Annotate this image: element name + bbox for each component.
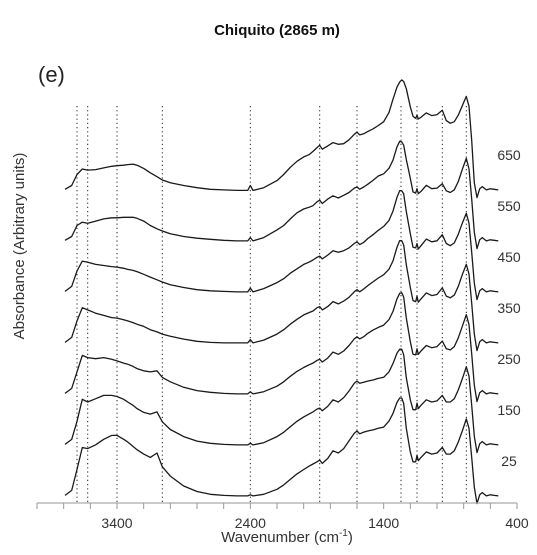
series-label-550: 550 <box>497 198 521 214</box>
spectrum-450 <box>64 190 499 301</box>
series-labels: 650 550 450 350 250 150 25 <box>497 147 521 469</box>
x-tick-labels: 3400 2400 1400 400 <box>101 515 528 531</box>
x-axis-title: Wavenumber (cm-1) <box>221 528 353 546</box>
x-tick-label-3400: 3400 <box>101 515 132 531</box>
x-tick-label-2400: 2400 <box>235 515 266 531</box>
spectrum-550 <box>64 140 499 250</box>
panel-label: (e) <box>38 62 65 87</box>
reference-lines <box>76 106 467 502</box>
spectrum-150 <box>64 348 499 454</box>
series-label-150: 150 <box>497 402 521 418</box>
spectrum-650 <box>64 79 499 199</box>
y-axis-title: Absorbance (Arbitrary units) <box>11 153 28 340</box>
spectrum-250 <box>64 292 499 403</box>
spectrum-350 <box>64 239 499 352</box>
series-label-650: 650 <box>497 147 521 163</box>
x-axis-title-sup: -1 <box>339 528 348 539</box>
series-label-25: 25 <box>501 453 517 469</box>
series-label-250: 250 <box>497 351 521 367</box>
chart-title: Chiquito (2865 m) <box>214 22 340 39</box>
spectrum-25 <box>64 397 499 505</box>
x-tick-label-400: 400 <box>505 515 529 531</box>
series-label-450: 450 <box>497 249 521 265</box>
x-axis-title-tail: ) <box>348 529 353 546</box>
x-axis-title-main: Wavenumber (cm <box>221 529 339 546</box>
spectra-group <box>64 79 499 505</box>
x-ticks <box>36 503 518 509</box>
series-label-350: 350 <box>497 300 521 316</box>
x-tick-label-1400: 1400 <box>368 515 399 531</box>
